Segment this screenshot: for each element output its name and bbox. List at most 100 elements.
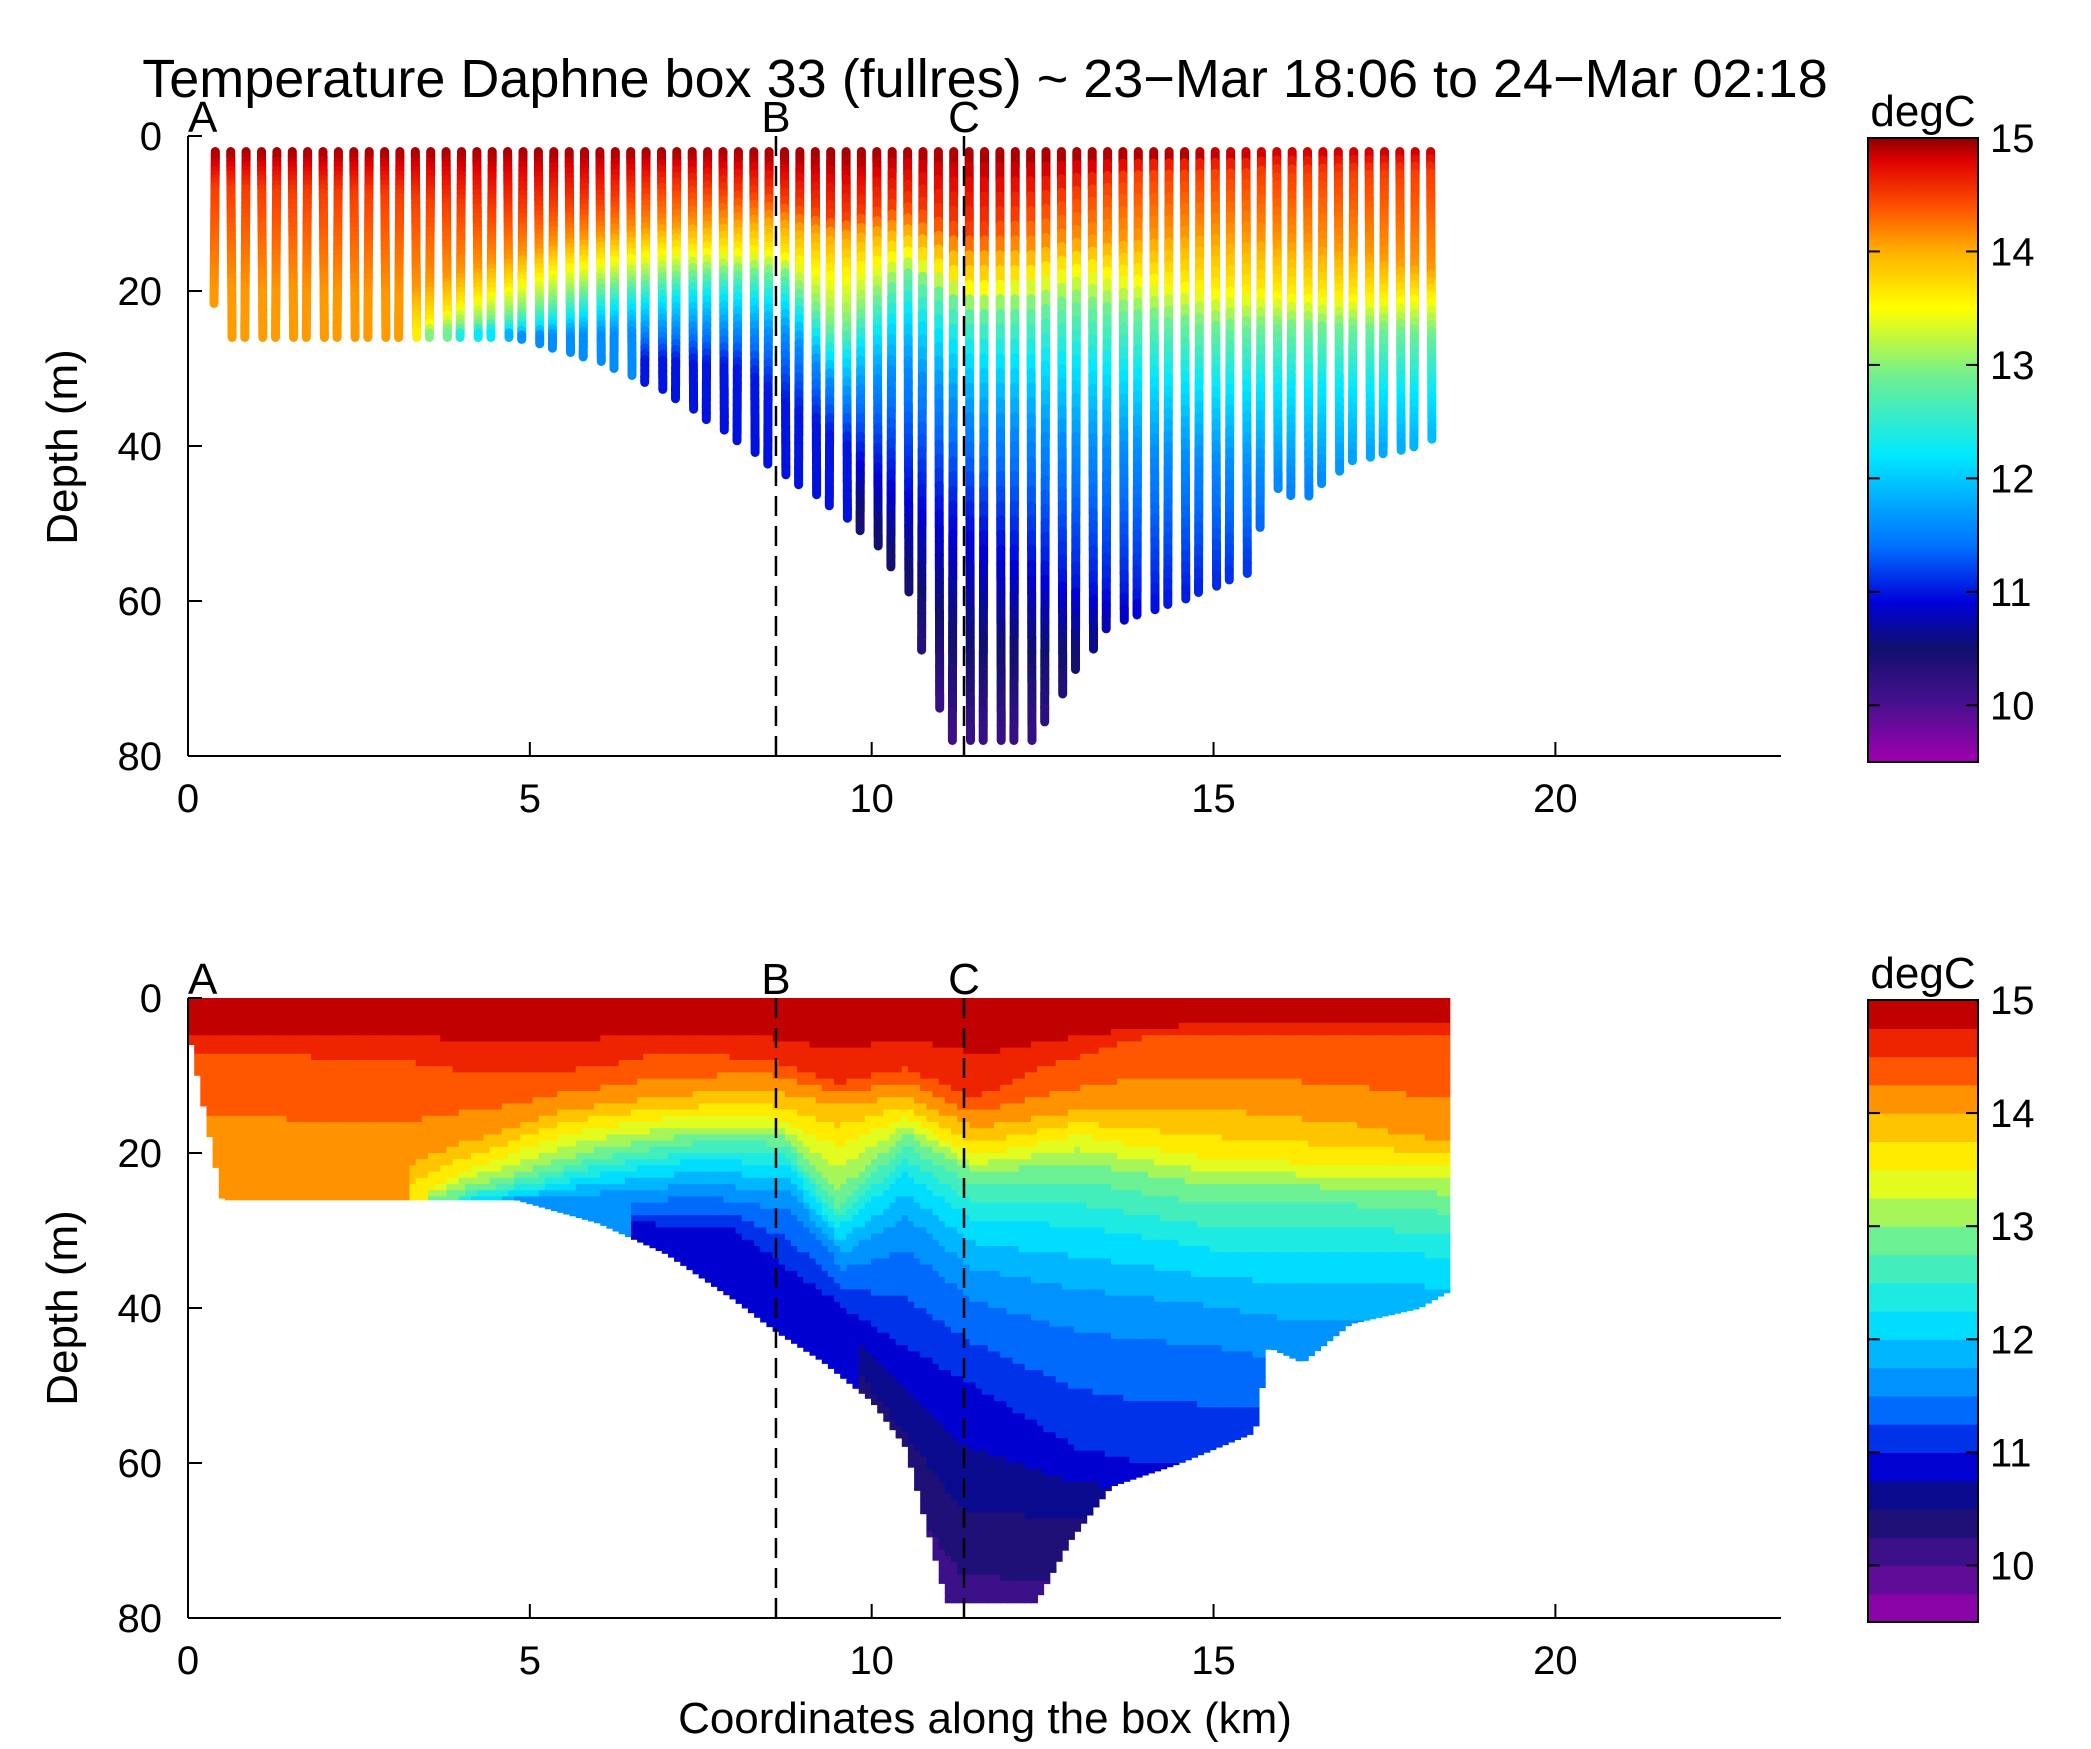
contour-cell xyxy=(415,1171,423,1179)
contour-cell xyxy=(224,1128,232,1136)
contour-cell xyxy=(280,1128,288,1136)
contour-cell xyxy=(286,1084,294,1092)
contour-cell xyxy=(514,1047,522,1055)
contour-cell xyxy=(501,1004,509,1012)
contour-cell xyxy=(415,1072,423,1080)
contour-cell xyxy=(403,1140,411,1148)
contour-cell xyxy=(243,1165,251,1173)
contour-cell xyxy=(261,1072,269,1080)
contour-cell xyxy=(446,998,454,1005)
contour-cell xyxy=(298,1115,306,1123)
contour-cell xyxy=(280,1196,288,1201)
contour-cell xyxy=(200,1097,208,1105)
contour-cell xyxy=(255,1016,263,1024)
contour-cell xyxy=(366,1010,374,1018)
contour-cell xyxy=(384,1035,392,1043)
contour-cell xyxy=(397,1091,405,1098)
contour-cell xyxy=(200,1035,208,1043)
contour-cell xyxy=(483,1153,491,1160)
contour-cell xyxy=(194,1035,202,1043)
contour-cell xyxy=(298,1004,306,1012)
contour-cell xyxy=(317,1115,325,1123)
contour-cell xyxy=(384,1016,392,1024)
contour-cell xyxy=(397,1196,405,1201)
contour-cell xyxy=(335,1159,343,1167)
contour-cell xyxy=(360,1010,368,1018)
contour-cell xyxy=(440,1072,448,1080)
contour-cell xyxy=(249,1041,257,1049)
contour-cell xyxy=(403,1091,411,1098)
profile-trace xyxy=(318,147,329,342)
contour-cell xyxy=(508,1159,515,1167)
contour-cell xyxy=(471,1196,478,1201)
contour-cell xyxy=(354,1066,362,1074)
contour-cell xyxy=(477,1029,485,1036)
contour-cell xyxy=(421,1047,429,1055)
contour-cell xyxy=(323,1134,331,1142)
contour-cell xyxy=(329,1134,337,1142)
contour-cell xyxy=(428,1035,435,1043)
contour-cell xyxy=(452,1072,460,1080)
contour-cell xyxy=(464,1041,472,1049)
contour-cell xyxy=(298,1060,306,1067)
contour-cell xyxy=(200,1072,208,1080)
contour-cell xyxy=(292,1060,300,1067)
contour-cell xyxy=(458,1115,466,1123)
contour-cell xyxy=(471,1140,478,1148)
contour-cell xyxy=(329,1103,337,1111)
profile-trace xyxy=(394,147,405,342)
contour-cell xyxy=(366,1184,374,1191)
contour-cell xyxy=(477,1072,485,1080)
contour-cell xyxy=(446,1184,454,1191)
contour-cell xyxy=(508,1097,515,1105)
contour-cell xyxy=(335,1053,343,1061)
contour-cell xyxy=(237,1004,245,1012)
profile-trace xyxy=(486,147,497,342)
contour-cell xyxy=(360,1196,368,1201)
contour-cell xyxy=(206,1128,214,1136)
contour-cell xyxy=(274,1196,282,1201)
contour-cell xyxy=(477,1171,485,1179)
contour-cell xyxy=(335,1153,343,1160)
contour-cell xyxy=(391,1072,399,1080)
contour-cell xyxy=(231,1010,239,1018)
contour-cell xyxy=(409,1122,417,1129)
contour-cell xyxy=(452,1159,460,1167)
contour-cell xyxy=(255,1004,263,1012)
contour-cell xyxy=(477,1177,485,1185)
contour-cell xyxy=(514,1035,522,1043)
contour-cell xyxy=(255,1190,263,1198)
contour-cell xyxy=(218,1047,226,1055)
contour-cell xyxy=(280,1060,288,1067)
contour-cell xyxy=(421,1109,429,1117)
contour-cell xyxy=(311,1041,319,1049)
profile-trace xyxy=(1056,147,1068,699)
contour-cell xyxy=(366,1128,374,1136)
contour-cell xyxy=(261,1041,269,1049)
contour-cell xyxy=(335,1016,343,1024)
contour-cell xyxy=(218,1140,226,1148)
contour-cell xyxy=(194,1022,202,1030)
contour-cell xyxy=(323,1140,331,1148)
contour-cell xyxy=(397,1047,405,1055)
contour-cell xyxy=(237,998,245,1005)
contour-cell xyxy=(261,1128,269,1136)
contour-cell xyxy=(311,1177,319,1185)
contour-cell xyxy=(255,1115,263,1123)
contour-cell xyxy=(508,1103,515,1111)
contour-cell xyxy=(378,1004,386,1012)
profile-trace xyxy=(455,147,466,342)
contour-cell xyxy=(243,1047,251,1055)
contour-cell xyxy=(261,1153,269,1160)
contour-cell xyxy=(403,1041,411,1049)
contour-cell xyxy=(292,1078,300,1086)
contour-cell xyxy=(354,1004,362,1012)
contour-cell xyxy=(483,1184,491,1191)
contour-cell xyxy=(378,1022,386,1030)
contour-cell xyxy=(243,1097,251,1105)
contour-cell xyxy=(391,1053,399,1061)
contour-cell xyxy=(218,1128,226,1136)
contour-cell xyxy=(403,1010,411,1018)
contour-cell xyxy=(409,1022,417,1030)
profile-trace xyxy=(332,147,343,342)
